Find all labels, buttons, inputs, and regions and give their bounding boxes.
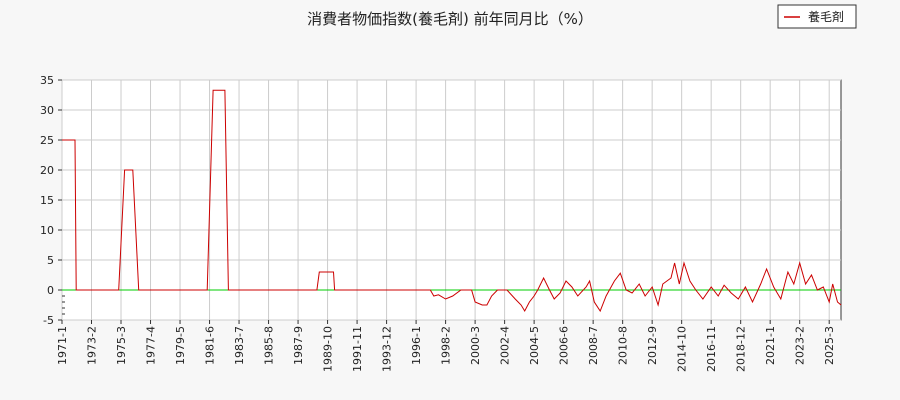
y-tick-label: 15 <box>40 194 54 207</box>
x-tick-label: 2018-12 <box>735 326 748 372</box>
y-tick-label: 35 <box>40 74 54 87</box>
x-tick-label: 1975-3 <box>115 326 128 365</box>
x-tick-label: 1996-1 <box>410 326 423 365</box>
x-tick-label: 1991-11 <box>351 326 364 372</box>
x-tick-label: 1979-5 <box>174 326 187 365</box>
x-tick-label: 2010-8 <box>617 326 630 365</box>
x-tick-label: 2006-6 <box>558 326 571 365</box>
series-line-養毛剤 <box>62 89 842 313</box>
x-tick-label: 1981-6 <box>204 326 217 365</box>
x-tick-label: 2025-3 <box>823 326 836 365</box>
x-tick-label: 2002-4 <box>499 326 512 365</box>
x-tick-label: 1973-2 <box>86 326 99 365</box>
x-tick-label: 1977-4 <box>145 326 158 365</box>
y-tick-label: 0 <box>47 284 54 297</box>
y-tick-label: 30 <box>40 104 54 117</box>
x-tick-label: 2004-5 <box>528 326 541 365</box>
x-tick-label: 2012-9 <box>646 326 659 365</box>
x-tick-label: 1983-7 <box>233 326 246 365</box>
y-tick-label: 25 <box>40 134 54 147</box>
y-tick-label: -5 <box>43 314 54 327</box>
legend-series-label: 養毛剤 <box>808 9 844 24</box>
y-axis: -5 0 5 10 15 20 25 30 35 <box>40 74 65 327</box>
y-tick-label: 5 <box>47 254 54 267</box>
chart-title: 消費者物価指数(養毛剤) 前年同月比（%） <box>307 10 593 28</box>
y-tick-label: 10 <box>40 224 54 237</box>
x-tick-label: 1989-10 <box>322 326 335 372</box>
x-tick-label: 2016-11 <box>705 326 718 372</box>
x-tick-label: 2021-1 <box>764 326 777 365</box>
x-axis: 1971-1 1973-2 1975-3 1977-4 1979-5 1981-6 1983… <box>56 320 836 372</box>
x-tick-label: 1985-8 <box>263 326 276 365</box>
y-tick-label: 20 <box>40 164 54 177</box>
x-tick-label: 1998-2 <box>440 326 453 365</box>
x-tick-label: 2023-2 <box>794 326 807 365</box>
x-tick-label: 2008-7 <box>587 326 600 365</box>
legend-box <box>777 4 857 29</box>
x-tick-label: 2000-3 <box>469 326 482 365</box>
x-tick-label: 2014-10 <box>676 326 689 372</box>
x-tick-label: 1971-1 <box>56 326 69 365</box>
legend: 養毛剤 <box>777 4 857 29</box>
x-tick-label: 1993-12 <box>381 326 394 372</box>
x-tick-label: 1987-9 <box>292 326 305 365</box>
